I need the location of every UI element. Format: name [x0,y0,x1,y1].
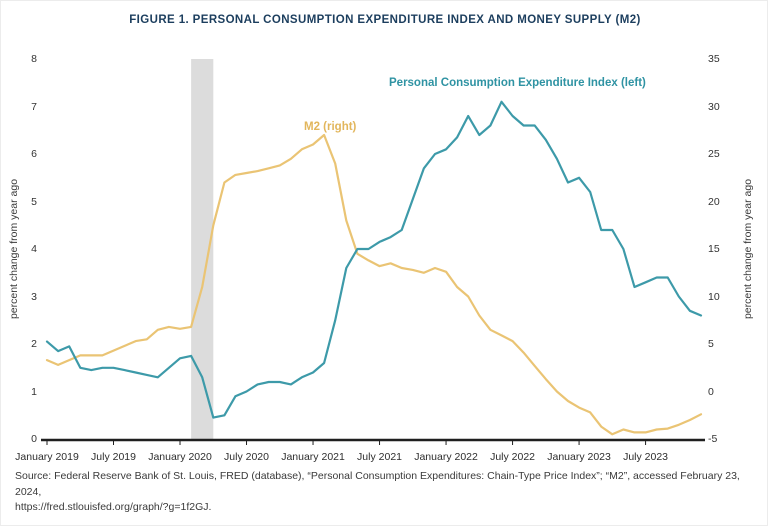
y-tick-label: 15 [708,243,720,255]
y-axis-ticks-left: 0 1 2 3 4 5 6 7 8 [1,41,37,471]
y-tick-label: 3 [31,290,37,303]
y-tick-label: 5 [708,338,714,350]
y-tick-label: 1 [31,385,37,398]
x-tick-label: July 2020 [224,451,269,463]
series-line-pce [45,100,703,419]
y-tick-label: 30 [708,100,720,113]
y-axis-ticks-right: -5 0 5 10 15 20 25 30 35 [708,41,748,471]
series-label-m2: M2 (right) [304,121,357,133]
figure-title: FIGURE 1. PERSONAL CONSUMPTION EXPENDITU… [129,14,641,26]
source-url: https://fred.stlouisfed.org/graph/?g=1f2… [15,501,212,514]
source-text: Source: Federal Reserve Bank of St. Loui… [15,469,755,516]
y-tick-label: 7 [31,100,37,113]
y-tick-label: 20 [708,195,720,208]
series-line-m2 [45,133,703,436]
chart-plot [41,59,705,445]
y-tick-label: 5 [31,195,37,208]
x-tick-label: January 2020 [148,451,212,463]
y-tick-label: 10 [708,290,720,303]
y-tick-label: 0 [708,385,714,398]
y-tick-label: 2 [31,338,37,350]
x-tick-label: January 2021 [281,451,345,463]
x-tick-label: July 2021 [357,451,402,463]
x-tick-label: January 2019 [15,451,79,463]
y-tick-label: 35 [708,53,720,65]
chart-area: percent change from year ago percent cha… [1,41,767,471]
y-tick-label: -5 [708,433,718,445]
y-tick-label: 6 [31,148,37,160]
y-tick-label: 25 [708,148,720,160]
y-tick-label: 4 [31,243,37,255]
x-axis-ticks: January 2019 July 2019 January 2020 July 20… [1,41,767,471]
x-tick-label: July 2023 [623,451,669,463]
source-line-1: Source: Federal Reserve Bank of St. Loui… [15,469,740,498]
recession-band [191,59,214,439]
x-tick-label: January 2023 [547,451,611,463]
y-tick-label: 0 [31,433,37,445]
x-tick-label: July 2019 [91,451,136,463]
y-tick-label: 8 [31,53,37,65]
series-label-pce: Personal Consumption Expenditure Index (… [389,77,646,89]
x-tick-label: January 2022 [414,451,478,463]
x-tick-label: July 2022 [490,451,536,463]
